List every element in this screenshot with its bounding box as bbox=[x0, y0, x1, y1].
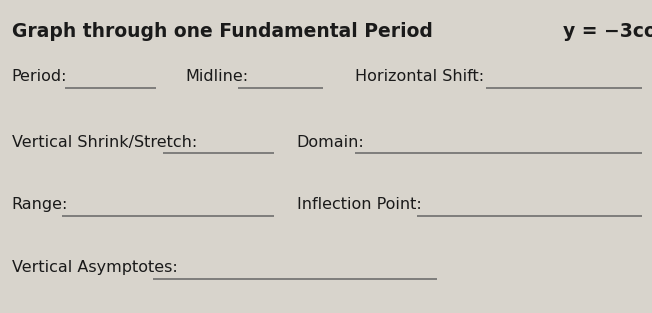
Text: Range:: Range: bbox=[12, 197, 68, 212]
Text: Vertical Asymptotes:: Vertical Asymptotes: bbox=[12, 260, 177, 275]
Text: Inflection Point:: Inflection Point: bbox=[297, 197, 421, 212]
Text: Period:: Period: bbox=[12, 69, 67, 84]
Text: Midline:: Midline: bbox=[186, 69, 249, 84]
Text: Graph through one Fundamental Period: Graph through one Fundamental Period bbox=[12, 22, 439, 41]
Text: Domain:: Domain: bbox=[297, 135, 364, 150]
Text: y = −3cot: y = −3cot bbox=[563, 22, 652, 41]
Text: Horizontal Shift:: Horizontal Shift: bbox=[355, 69, 484, 84]
Text: Vertical Shrink/Stretch:: Vertical Shrink/Stretch: bbox=[12, 135, 197, 150]
